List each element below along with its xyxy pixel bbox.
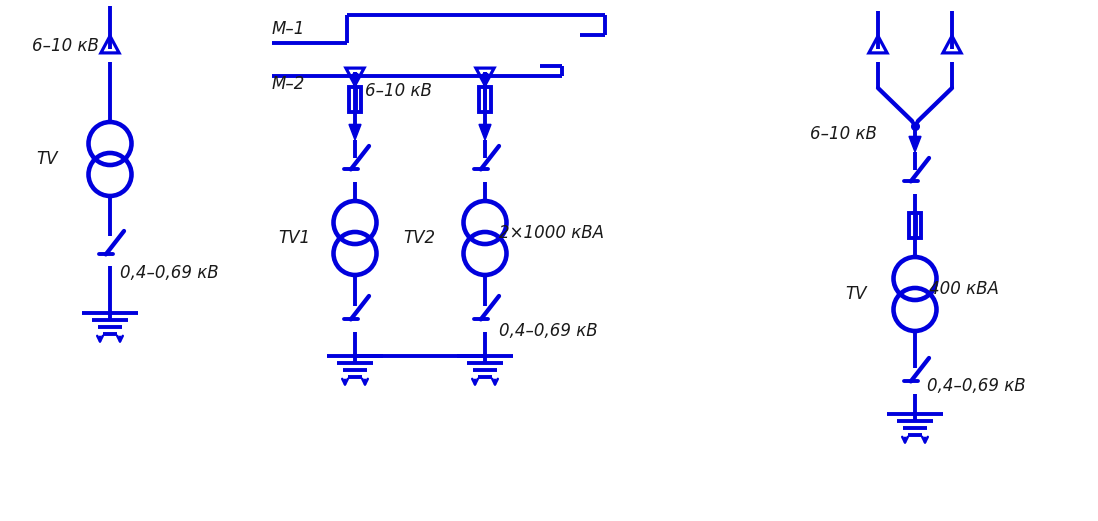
Text: 0,4–0,69 кВ: 0,4–0,69 кВ bbox=[120, 264, 219, 282]
Bar bbox=[916, 214, 921, 239]
Bar bbox=[909, 214, 915, 239]
Text: 400 кВА: 400 кВА bbox=[929, 280, 999, 298]
Bar bbox=[356, 88, 361, 113]
Polygon shape bbox=[909, 137, 921, 152]
Text: TV: TV bbox=[36, 150, 58, 168]
Text: TV1: TV1 bbox=[278, 229, 310, 247]
Text: 6–10 кВ: 6–10 кВ bbox=[365, 82, 432, 100]
Polygon shape bbox=[479, 125, 491, 140]
Text: 6–10 кВ: 6–10 кВ bbox=[32, 37, 99, 55]
Text: M–2: M–2 bbox=[272, 75, 305, 93]
Bar bbox=[479, 88, 484, 113]
Text: TV: TV bbox=[845, 285, 867, 303]
Text: 2×1000 кВА: 2×1000 кВА bbox=[498, 224, 604, 242]
Text: M–1: M–1 bbox=[272, 20, 305, 38]
Text: 0,4–0,69 кВ: 0,4–0,69 кВ bbox=[927, 377, 1026, 395]
Bar bbox=[485, 88, 491, 113]
Polygon shape bbox=[349, 125, 361, 140]
Text: 0,4–0,69 кВ: 0,4–0,69 кВ bbox=[498, 322, 597, 340]
Text: 6–10 кВ: 6–10 кВ bbox=[810, 125, 877, 143]
Bar bbox=[349, 88, 355, 113]
Text: TV2: TV2 bbox=[403, 229, 435, 247]
